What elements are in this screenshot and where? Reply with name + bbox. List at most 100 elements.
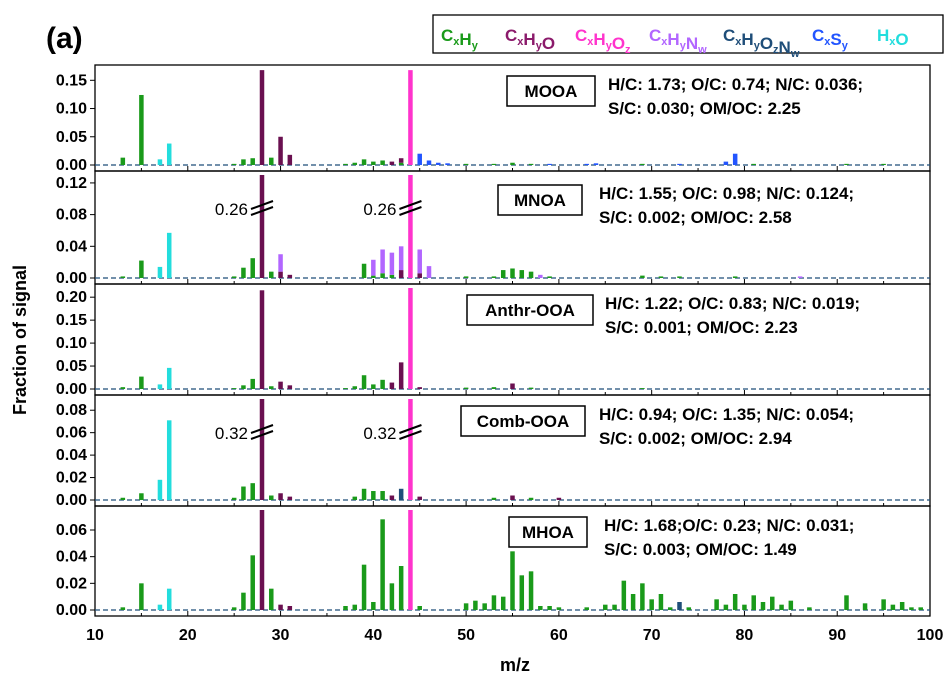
break-mark (399, 424, 422, 434)
bar-mz17-HxO (157, 159, 163, 165)
legend-entry-cxsy: CxSy (812, 26, 849, 52)
legend-element: O (760, 34, 773, 53)
bar-mz59-CxHy (547, 606, 552, 610)
panel-label: MOOA (525, 82, 578, 101)
bar-mz45-CxHyO (417, 496, 422, 500)
bar-mz58-CxHyNw (538, 274, 543, 278)
bar-mz42-CxHyO (389, 382, 395, 389)
legend-element: S (830, 30, 841, 49)
panel-info-line: S/C: 0.003; OM/OC: 1.49 (604, 540, 797, 559)
y-tick-label: 0.20 (56, 289, 87, 306)
x-tick-label: 20 (179, 627, 197, 644)
bar-mz29-CxHy (269, 588, 274, 610)
bar-mz65-CxHy (603, 604, 608, 610)
bar-mz27-CxHy (250, 483, 255, 500)
break-mark (399, 430, 422, 440)
bar-mz42-CxHy (389, 274, 395, 278)
legend-element: C (505, 26, 517, 45)
bar-mz17-HxO (157, 479, 163, 500)
panel-label-box (460, 405, 586, 437)
bar-mz48-CxSy (445, 163, 450, 165)
bar-mz15-CxHy (139, 94, 144, 165)
legend-entry-cxhyoz: CxHyOz (575, 26, 631, 56)
y-tick-label: 0.00 (56, 157, 87, 174)
y-tick-label: 0.08 (56, 207, 87, 224)
legend-subscript: y (842, 40, 849, 52)
bar-mz40-CxHy (371, 491, 376, 500)
bar-mz41-CxHy (380, 491, 385, 500)
bar-mz44-CxHyOz (408, 510, 413, 610)
bar-mz40-CxHy (371, 161, 376, 165)
bar-mz38-CxHy (352, 162, 358, 165)
break-mark (250, 206, 274, 216)
legend-entry-hxo: HxO (877, 26, 909, 49)
bar-mz13-CxHy (120, 157, 126, 165)
bar-mz15-CxHy (139, 583, 144, 610)
bar-mz91-CxHy (844, 163, 849, 165)
bar-mz40-CxHy (371, 384, 376, 389)
bar-mz70-CxHy (649, 599, 654, 610)
legend-element: O (612, 34, 625, 53)
bar-mz25-CxHy (231, 388, 237, 389)
bar-mz53-CxHy (491, 595, 497, 610)
bar-mz43-CxHyO (398, 362, 404, 389)
bar-mz27-CxHy (250, 158, 255, 165)
bar-mz51-CxHy (473, 600, 478, 610)
y-tick-label: 0.04 (56, 447, 87, 464)
bar-mz80-CxHy (742, 604, 747, 610)
y-tick-label: 0.00 (56, 270, 87, 287)
bar-mz50-CxHy (463, 387, 469, 389)
bar-mz50-CxHy (463, 276, 469, 278)
bar-mz79-CxSy (732, 153, 738, 165)
bar-mz28-CxHyO (259, 510, 265, 610)
bar-mz66-CxHy (612, 604, 617, 610)
y-tick-label: 0.04 (56, 238, 87, 255)
legend-element: C (812, 26, 824, 45)
bar-mz25-CxHy (231, 163, 237, 165)
bar-mz78-CxSy (723, 161, 729, 165)
bar-mz31-CxHyO (287, 274, 293, 278)
y-tick-label: 0.12 (56, 175, 87, 192)
bar-mz40-CxHyNw (371, 259, 376, 276)
bar-mz55-CxHyO (510, 383, 515, 389)
bar-mz77-CxHy (714, 599, 719, 610)
y-tick-label: 0.10 (56, 101, 87, 118)
break-label: 0.26 (215, 200, 248, 219)
bar-mz57-CxHy (528, 387, 534, 389)
panel-info-line: S/C: 0.002; OM/OC: 2.58 (599, 208, 792, 227)
bar-mz45-CxHyO (417, 387, 422, 389)
break-label: 0.26 (363, 200, 396, 219)
bar-mz56-CxHy (519, 270, 525, 278)
bar-mz57-CxHy (528, 497, 534, 500)
bar-mz25-CxHy (231, 607, 237, 610)
panel-label-box (466, 294, 594, 326)
panel-info-line: S/C: 0.001; OM/OC: 2.23 (605, 318, 798, 337)
bar-mz57-CxHy (528, 163, 534, 165)
bar-mz59-CxSy (547, 163, 552, 165)
legend-subscript: y (680, 40, 687, 52)
bar-mz26-CxHy (241, 592, 246, 610)
panel-mnoa: 0.00 0.04 0.08 0.12 0.26 0.26 MNOA H/C: 1.55; O… (56, 170, 931, 287)
bar-mz25-CxHy (231, 276, 237, 278)
y-tick-label: 0.05 (56, 358, 87, 375)
legend-subscript: z (625, 44, 631, 56)
legend-subscript: x (453, 36, 460, 48)
bar-mz63-CxHy (584, 607, 589, 610)
bar-mz39-CxHy (361, 263, 367, 278)
bar-mz55-CxHyO (510, 495, 515, 500)
panel-info-line: H/C: 1.22; O/C: 0.83; N/C: 0.019; (605, 294, 860, 313)
panel-info-line: H/C: 1.55; O/C: 0.98; N/C: 0.124; (599, 184, 854, 203)
panel-label-box (497, 184, 583, 216)
bar-mz26-CxHy (241, 486, 246, 500)
bar-mz39-CxHy (361, 159, 367, 165)
legend-subscript: y (536, 40, 543, 52)
legend-subscript: x (889, 36, 896, 48)
bar-mz30-CxHyO (278, 381, 283, 389)
legend-subscript: x (824, 36, 831, 48)
bar-mz53-CxHy (491, 387, 497, 389)
panel-info-line: S/C: 0.002; OM/OC: 2.94 (599, 429, 792, 448)
bar-mz60-CxHy (556, 607, 562, 610)
bar-mz81-CxHy (751, 595, 756, 610)
x-tick-label: 10 (86, 627, 104, 644)
bar-mz26-CxHy (241, 385, 246, 389)
